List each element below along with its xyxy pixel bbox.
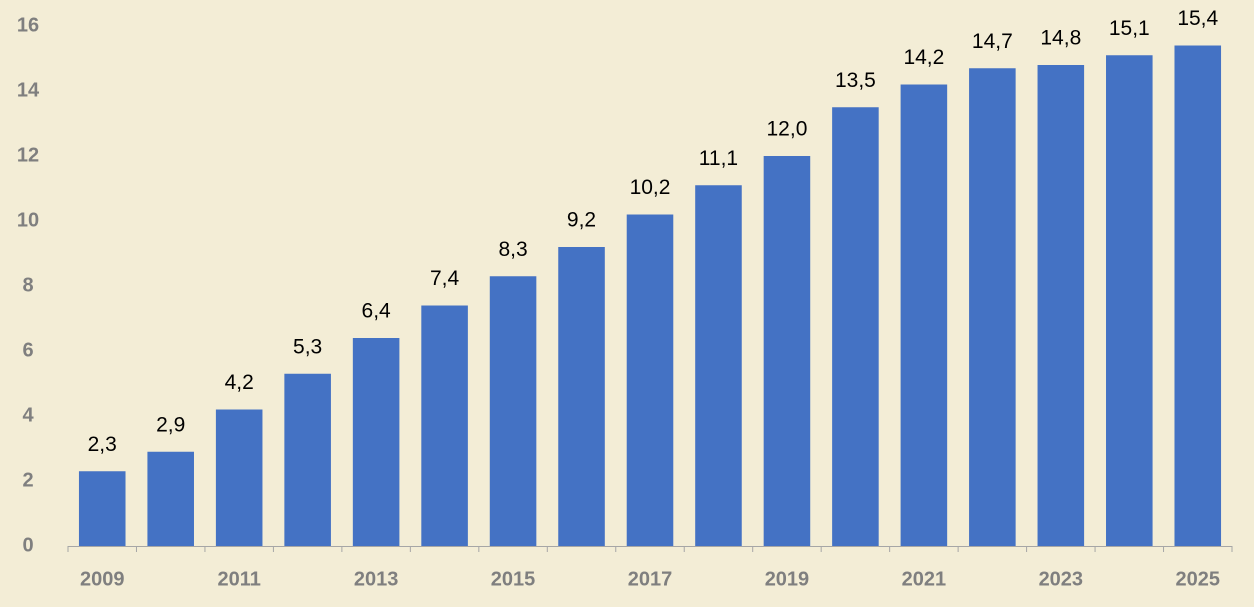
bar	[558, 247, 605, 546]
x-tick-label: 2013	[354, 568, 399, 590]
data-label: 2,9	[156, 413, 185, 436]
x-tick-label: 2019	[765, 568, 810, 590]
y-tick-label: 2	[22, 469, 33, 491]
data-label: 10,2	[630, 176, 671, 199]
data-label: 15,1	[1109, 17, 1150, 40]
bar	[352, 338, 400, 546]
x-tick-label: 2011	[217, 568, 260, 590]
y-tick-label: 12	[17, 144, 39, 166]
data-label: 2,3	[88, 433, 117, 456]
data-label: 8,3	[498, 238, 527, 261]
bar	[763, 156, 811, 546]
bar	[1106, 55, 1153, 546]
x-tick-label: 2009	[80, 568, 125, 590]
data-label: 14,2	[903, 46, 944, 69]
bar	[969, 68, 1016, 546]
data-label: 6,4	[362, 300, 392, 323]
data-label: 7,4	[430, 267, 460, 290]
bar	[1037, 65, 1085, 546]
bar	[78, 471, 126, 546]
data-label: 15,4	[1177, 7, 1218, 30]
x-tick-label: 2017	[628, 568, 673, 590]
y-tick-label: 16	[17, 14, 39, 36]
bar	[147, 451, 194, 546]
y-tick-label: 10	[17, 209, 39, 231]
y-tick-label: 14	[17, 79, 40, 101]
data-label: 14,8	[1040, 27, 1081, 50]
bar	[489, 276, 537, 546]
y-tick-label: 8	[22, 274, 33, 296]
data-label: 11,1	[699, 147, 738, 170]
x-tick-label: 2025	[1176, 568, 1221, 590]
data-label: 5,3	[293, 335, 322, 358]
y-tick-label: 4	[22, 404, 34, 426]
x-tick-label: 2023	[1039, 568, 1084, 590]
data-label: 4,2	[225, 371, 254, 394]
data-label: 13,5	[835, 69, 876, 92]
data-label: 12,0	[767, 118, 808, 141]
bar	[1174, 45, 1222, 546]
bar	[695, 185, 742, 546]
bar	[832, 107, 879, 546]
bar	[900, 84, 948, 546]
x-tick-label: 2021	[902, 568, 947, 590]
y-tick-label: 6	[22, 339, 33, 361]
y-tick-label: 0	[22, 534, 33, 556]
bar	[284, 373, 331, 546]
bar	[215, 409, 263, 546]
bar	[421, 305, 468, 546]
data-label: 9,2	[567, 209, 596, 232]
x-tick-label: 2015	[491, 568, 536, 590]
bar	[626, 214, 674, 546]
data-label: 14,7	[972, 30, 1013, 53]
